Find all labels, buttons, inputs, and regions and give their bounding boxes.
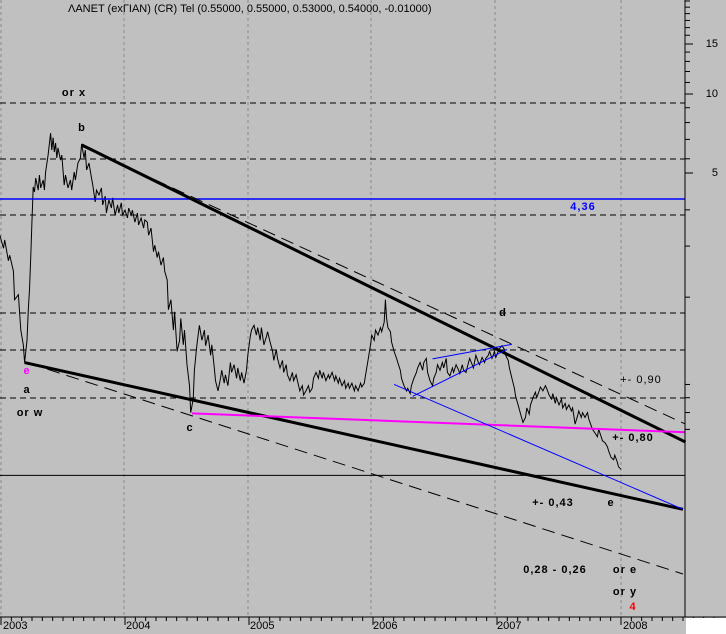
chart-title: ΛΑΝΕΤ (exΓΙΑΝ) (CR) Tel (0.55000, 0.5500…: [68, 3, 432, 15]
wave-or-y-label: or y: [612, 586, 638, 598]
wave-or-e-label: or e: [612, 564, 638, 576]
y-axis-value-label: 15: [705, 38, 718, 50]
level-4-36-label: 4,36: [570, 201, 596, 213]
wave-4-label: 4: [629, 601, 637, 613]
magenta-support-line: [191, 412, 686, 434]
x-axis-year-label: 2008: [623, 620, 648, 632]
wedge-lower-blue-line: [412, 349, 508, 397]
price-line: [0, 133, 622, 470]
wave-e-left-label: e: [23, 365, 31, 377]
wave-d-label: d: [499, 307, 507, 319]
wave-e-right-label: e: [607, 497, 615, 509]
lower-channel-dashed-line: [28, 362, 684, 575]
target-0-80-label: +- 0,80: [612, 432, 654, 444]
wave-or-x-label: or x: [61, 87, 87, 99]
lower-trendline-line: [24, 361, 684, 511]
target-0-90-label: +- 0,90: [620, 374, 662, 386]
x-axis-year-label: 2004: [126, 620, 151, 632]
x-axis-year-label: 2006: [373, 620, 398, 632]
y-axis-value-label: 5: [711, 167, 718, 179]
upper-trendline-line: [80, 143, 687, 444]
x-axis-year-label: 2007: [497, 620, 522, 632]
target-0-43-label: +- 0,43: [532, 497, 574, 509]
blue-projection-line: [393, 383, 684, 510]
wave-a-label: a: [23, 384, 31, 396]
y-axis-value-label: 10: [705, 88, 718, 100]
corner-fill: [686, 618, 726, 634]
upper-channel-dashed-line: [81, 145, 686, 425]
wedge-upper-blue-line: [432, 343, 512, 360]
x-axis-year-label: 2005: [250, 620, 275, 632]
wave-or-w-label: or w: [16, 407, 44, 419]
target-0-28-0-26-label: 0,28 - 0,26: [523, 564, 587, 576]
wave-b-label: b: [78, 122, 86, 134]
x-axis-year-label: 2003: [3, 620, 28, 632]
wave-c-label: c: [186, 422, 194, 434]
